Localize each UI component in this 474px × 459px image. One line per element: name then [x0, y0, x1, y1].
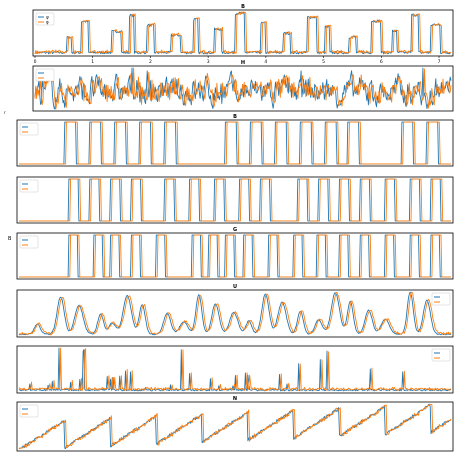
chart-panel-4 [16, 176, 454, 224]
series-line-2 [18, 291, 452, 336]
chart-title: G [233, 227, 237, 233]
chart-panel-3: B [16, 114, 454, 167]
legend-box [19, 235, 39, 249]
x-tick-label: 6 [380, 59, 383, 65]
x-tick-label: 1 [91, 59, 94, 65]
legend-label-1: ψ [46, 15, 49, 20]
side-label-1: r [4, 110, 6, 115]
x-tick-label: 3 [207, 59, 210, 65]
chart-title: B [233, 114, 237, 120]
legend-box [431, 292, 451, 306]
series-line-2 [18, 403, 452, 450]
legend-box [19, 179, 39, 193]
legend [35, 68, 55, 82]
legend [19, 235, 39, 249]
axes-frame [32, 9, 454, 57]
axes-frame [16, 176, 454, 224]
side-label-2: B [8, 236, 12, 242]
x-tick-label: 4 [264, 59, 267, 65]
chart-title: H [241, 60, 245, 66]
x-tick-label: 2 [149, 59, 152, 65]
x-tick-label: 5 [322, 59, 325, 65]
series-line-2 [19, 178, 451, 222]
chart-panel-8: N [16, 396, 454, 452]
chart-title: B [241, 4, 245, 10]
legend: ψφ [35, 12, 55, 26]
chart-panel-2: H [32, 60, 454, 112]
series-line-1 [19, 121, 451, 165]
legend [431, 348, 451, 362]
legend-box [431, 348, 451, 362]
axes-frame [16, 345, 454, 394]
legend [19, 122, 39, 136]
chart-title: U [233, 284, 237, 290]
x-tick-label: 7 [438, 59, 441, 65]
axes-frame [16, 232, 454, 280]
series-line-2 [19, 121, 451, 165]
axes-frame [16, 401, 454, 452]
legend [19, 404, 39, 418]
series-line-2 [34, 11, 452, 55]
series-line-2 [18, 347, 452, 392]
legend-box [35, 12, 55, 26]
series-line-2 [19, 234, 451, 278]
legend [431, 292, 451, 306]
legend [19, 179, 39, 193]
axes-frame [16, 119, 454, 167]
chart-panel-1: B 0 1 2 3 4 5 6 7 ψφ [32, 4, 454, 65]
chart-panel-5: G [16, 227, 454, 280]
legend-box [35, 68, 55, 82]
chart-title: N [233, 396, 237, 402]
axes-frame [32, 65, 454, 112]
series-line-2 [34, 67, 452, 110]
series-line-1 [34, 11, 452, 55]
chart-panel-7 [16, 345, 454, 394]
axes-frame [16, 289, 454, 338]
x-tick-label: 0 [34, 59, 37, 65]
legend-label-2: φ [46, 20, 49, 25]
legend-box [19, 404, 39, 418]
chart-panel-6: U [16, 284, 454, 338]
legend-box [19, 122, 39, 136]
